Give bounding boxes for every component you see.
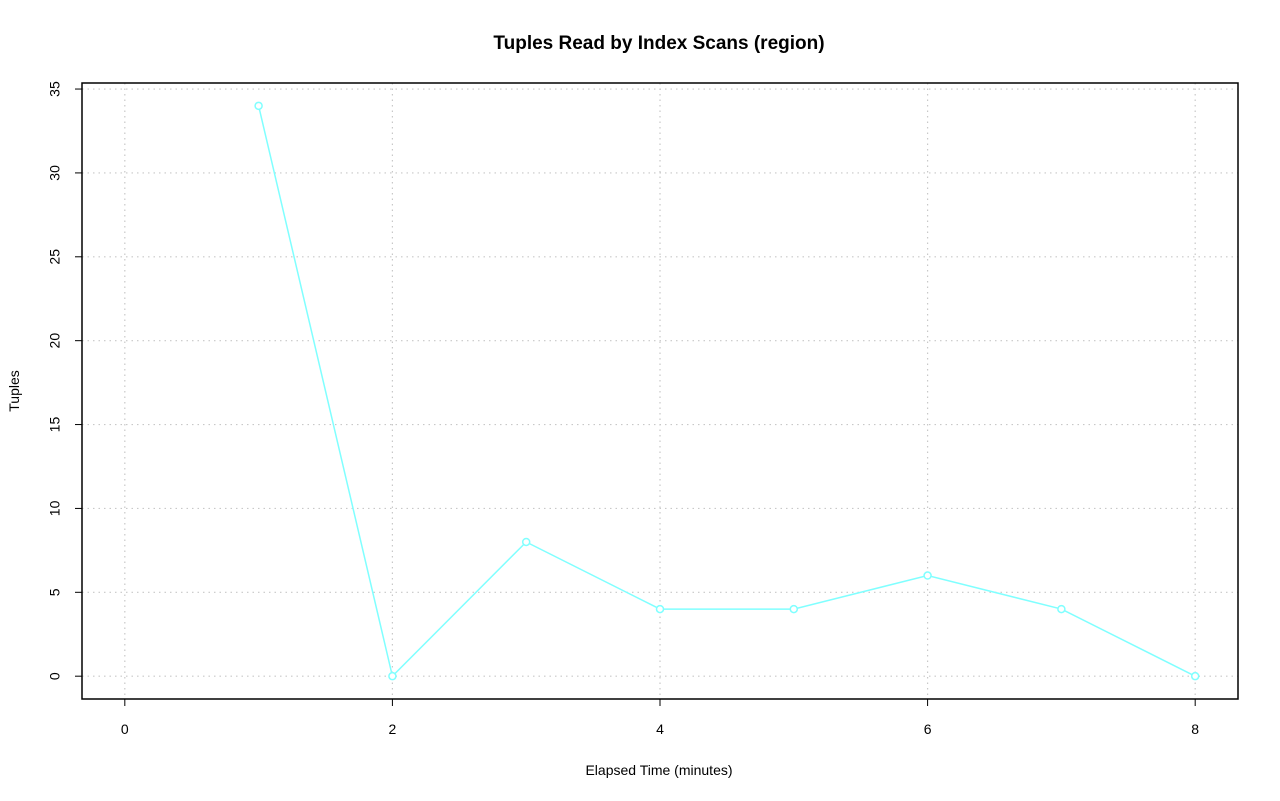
data-point xyxy=(923,571,932,580)
y-tick-label: 30 xyxy=(47,165,63,181)
data-point xyxy=(388,671,397,681)
x-tick-label: 4 xyxy=(656,721,664,737)
data-point xyxy=(655,604,665,614)
y-tick-label: 35 xyxy=(47,81,63,97)
y-tick-label: 10 xyxy=(47,500,63,516)
data-point xyxy=(521,537,531,547)
x-tick-label: 6 xyxy=(924,721,932,737)
y-tick-label: 20 xyxy=(47,333,63,349)
x-tick-label: 0 xyxy=(121,721,129,737)
y-tick-label: 0 xyxy=(47,672,63,680)
x-tick-label: 8 xyxy=(1191,721,1199,737)
x-axis-label: Elapsed Time (minutes) xyxy=(585,762,732,778)
y-axis-label: Tuples xyxy=(6,370,22,412)
data-point xyxy=(1057,604,1066,614)
y-tick-label: 25 xyxy=(47,249,63,265)
y-tick-label: 5 xyxy=(47,588,63,596)
plot-frame xyxy=(81,82,1239,700)
data-point xyxy=(254,101,263,111)
data-point xyxy=(789,604,799,614)
chart-title: Tuples Read by Index Scans (region) xyxy=(493,33,824,54)
x-tick-label: 2 xyxy=(389,721,397,737)
data-point xyxy=(1190,671,1200,681)
series-line xyxy=(257,105,1196,678)
y-tick-label: 15 xyxy=(47,417,63,433)
